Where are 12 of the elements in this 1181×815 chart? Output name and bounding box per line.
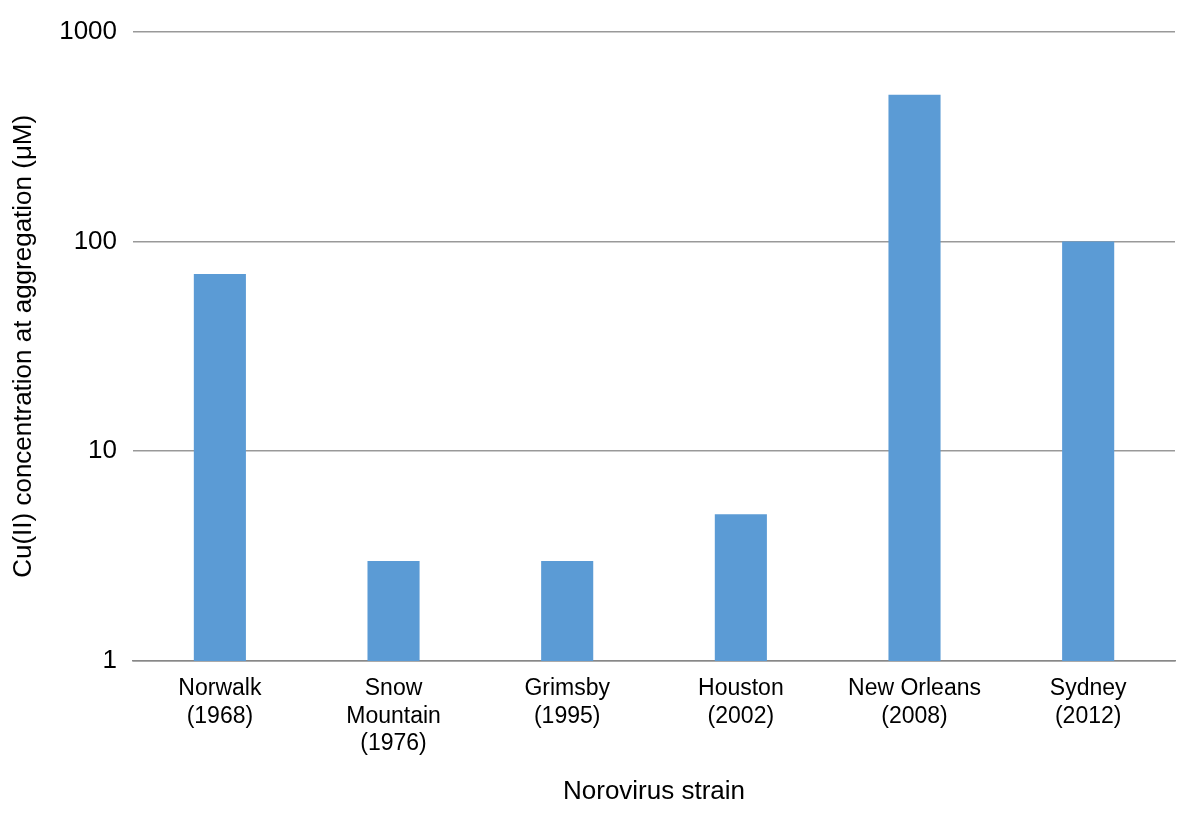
x-axis-title: Norovirus strain	[562, 774, 746, 805]
y-tick-label: 1	[102, 644, 118, 675]
x-tick-label: Snow Mountain (1976)	[346, 674, 441, 756]
x-tick-label: Sydney (2012)	[1049, 674, 1128, 728]
x-tick-label: Grimsby (1995)	[524, 674, 611, 728]
x-tick-label: New Orleans (2008)	[848, 674, 981, 728]
x-tick-label: Houston (2002)	[698, 674, 784, 728]
y-tick-label: 10	[88, 434, 118, 465]
y-axis-title: Cu(II) concentration at aggregation (μM)	[6, 114, 37, 578]
y-tick-label: 100	[73, 224, 118, 255]
y-tick-label: 1000	[59, 14, 118, 45]
x-tick-label: Norwalk (1968)	[178, 674, 262, 728]
